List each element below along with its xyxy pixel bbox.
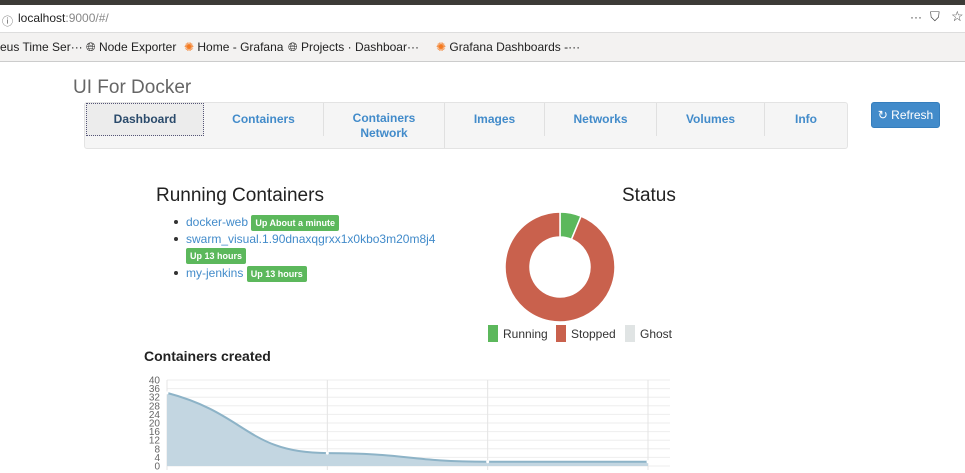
tab-networks[interactable]: Networks <box>545 103 657 136</box>
list-item: docker-web Up About a minute <box>172 214 435 231</box>
data-point <box>486 460 490 464</box>
y-tick-label: 4 <box>154 453 160 464</box>
legend-running: Running <box>488 325 548 342</box>
url-text[interactable]: localhost:9000/#/ <box>18 11 109 25</box>
pocket-icon[interactable]: ⛉ <box>930 9 940 24</box>
y-tick-label: 40 <box>149 376 161 387</box>
status-donut-chart <box>505 212 615 322</box>
series-line <box>166 391 648 463</box>
y-tick-label: 32 <box>149 393 161 404</box>
running-containers-list: docker-web Up About a minute swarm_visua… <box>172 214 435 282</box>
info-icon[interactable]: ⓘ <box>2 16 13 28</box>
y-tick-label: 8 <box>154 444 160 455</box>
bookmark[interactable]: ✺ Home - Grafana <box>184 40 284 54</box>
globe-icon: 🌐︎ <box>86 40 99 54</box>
data-point <box>646 460 650 464</box>
y-tick-label: 16 <box>149 427 161 438</box>
bookmark[interactable]: ✺ Grafana Dashboards -··· <box>436 40 581 54</box>
y-tick-label: 0 <box>154 462 160 473</box>
y-tick-label: 12 <box>149 436 161 447</box>
data-point <box>325 451 329 455</box>
container-link[interactable]: my-jenkins <box>186 266 244 280</box>
main-nav: Dashboard Containers Containers Network … <box>84 102 848 149</box>
grafana-icon: ✺ <box>436 40 450 54</box>
refresh-icon: ↻ <box>877 108 892 122</box>
tab-images[interactable]: Images <box>445 103 545 136</box>
tab-info[interactable]: Info <box>795 112 817 126</box>
tab-containers[interactable]: Containers <box>204 103 324 136</box>
grafana-icon: ✺ <box>184 40 198 54</box>
containers-created-heading: Containers created <box>144 348 271 364</box>
legend-swatch <box>556 325 566 342</box>
legend-swatch <box>625 325 635 342</box>
status-badge: Up 13 hours <box>186 248 247 264</box>
data-point <box>165 391 169 395</box>
status-heading: Status <box>622 185 676 206</box>
slice-stopped <box>505 212 615 322</box>
y-tick-label: 20 <box>149 419 161 430</box>
app-title: UI For Docker <box>73 77 192 98</box>
running-containers-heading: Running Containers <box>156 185 324 206</box>
globe-icon: 🌐︎ <box>288 40 301 54</box>
status-badge: Up About a minute <box>251 215 340 231</box>
legend-ghost: Ghost <box>625 325 672 342</box>
bookmark[interactable]: 🌐︎ Projects · Dashboar··· <box>288 40 419 54</box>
bookmark[interactable]: 🌐︎ Node Exporter <box>86 40 177 54</box>
y-tick-label: 24 <box>149 410 161 421</box>
window-titlebar <box>0 0 965 5</box>
legend-stopped: Stopped <box>556 325 616 342</box>
more-icon[interactable]: ··· <box>910 10 922 24</box>
tab-dashboard[interactable]: Dashboard <box>86 103 204 136</box>
container-link[interactable]: docker-web <box>186 215 249 229</box>
star-icon[interactable]: ☆ <box>951 8 964 24</box>
container-link[interactable]: swarm_visual.1.90dnaxqgrxx1x0kbo3m20m8j4 <box>186 232 436 246</box>
address-bar[interactable]: ⓘ localhost:9000/#/ ··· ⛉ ☆ <box>0 5 965 33</box>
legend-swatch <box>488 325 498 342</box>
bookmark[interactable]: eus Time Ser··· <box>0 40 83 54</box>
list-item: swarm_visual.1.90dnaxqgrxx1x0kbo3m20m8j4… <box>172 231 435 265</box>
y-tick-label: 28 <box>149 401 161 412</box>
tab-volumes[interactable]: Volumes <box>657 103 765 136</box>
area-fill <box>167 392 648 466</box>
y-tick-label: 36 <box>149 384 161 395</box>
refresh-button[interactable]: ↻ Refresh <box>871 102 940 128</box>
status-badge: Up 13 hours <box>246 266 307 282</box>
list-item: my-jenkins Up 13 hours <box>172 265 435 282</box>
bookmarks-bar: eus Time Ser··· 🌐︎ Node Exporter ✺ Home … <box>0 33 965 62</box>
tab-containers-network[interactable]: Containers Network <box>324 103 445 148</box>
